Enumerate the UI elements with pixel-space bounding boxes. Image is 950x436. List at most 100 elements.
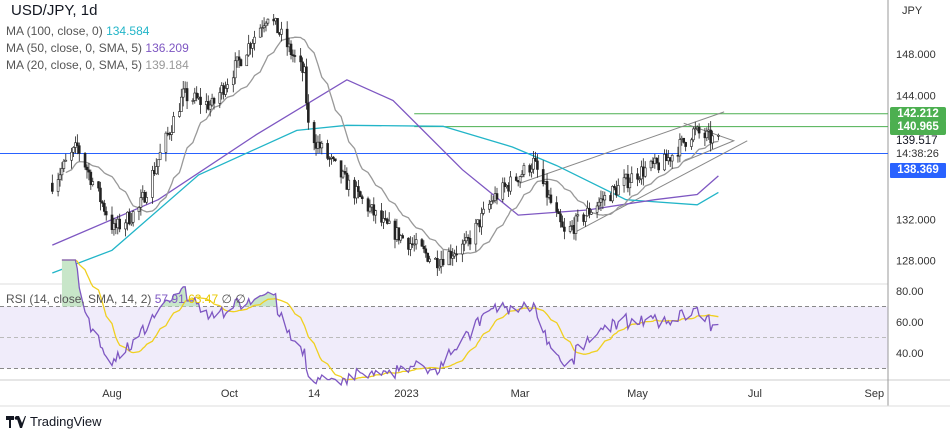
candle [451,255,455,259]
candle [139,197,143,208]
candle [693,128,697,130]
ma20-value: 139.184 [145,58,189,72]
candle [131,211,135,223]
level-tag-142: 142.212 [890,107,946,122]
legend-ma50: MA (50, close, 0, SMA, 5) 136.209 [6,41,189,55]
candle [145,197,148,203]
candle [129,221,133,225]
candle [58,174,62,180]
candle [682,137,686,143]
candle [191,100,195,102]
candle [441,259,445,266]
channel-lower-line [575,140,748,233]
candle [299,55,302,63]
price-tick: 148.000 [896,49,936,61]
candle [636,173,639,180]
candle [412,243,416,246]
ma100-line [52,124,719,274]
candle [422,245,426,250]
candle [247,43,250,56]
candle [293,55,297,57]
candle [401,235,404,239]
candle [611,186,614,202]
candle [72,147,75,153]
candle [137,207,141,212]
candle [437,265,441,269]
candle [341,171,345,178]
candle [574,215,578,234]
candle [360,196,364,199]
candle [613,186,616,189]
price-tick: 144.000 [896,90,936,102]
symbol-title: USD/JPY, 1d [11,2,98,19]
candle [630,173,634,183]
time-tick: 2023 [394,388,418,400]
candle [104,211,108,216]
candle [320,143,324,149]
candle [185,88,189,102]
ma50-label: MA (50, close, 0, SMA, 5) [6,41,143,55]
candle [541,169,545,185]
candle [77,145,81,154]
candle [199,96,202,105]
countdown-label: 14:38:26 [896,148,939,160]
candle [85,166,89,171]
candle [678,139,682,157]
candle [357,186,360,192]
candle [474,222,478,245]
time-tick: Oct [221,388,238,400]
candle [692,128,695,141]
candle [368,206,372,212]
candle [455,253,458,256]
candle [657,162,661,171]
candle [622,177,626,186]
candle [266,18,270,24]
candle [212,97,216,104]
candle [489,201,493,205]
candle [170,132,173,135]
rsi-label: RSI (14, close, SMA, 14, 2) [6,292,152,306]
candle [518,176,522,183]
candle [597,201,601,207]
candle [280,28,283,35]
candle [251,43,254,49]
currency-label: JPY [902,5,923,17]
ma100-value: 134.584 [106,24,150,38]
ma20-line [65,36,719,255]
candle [380,210,383,223]
candle [522,165,526,175]
legend-ma20: MA (20, close, 0, SMA, 5) 139.184 [6,58,189,72]
candle [595,205,599,213]
candle [83,153,87,168]
ma20-label: MA (20, close, 0, SMA, 5) [6,58,143,72]
candle [397,227,401,241]
candle [568,226,572,232]
candle [491,200,495,202]
candle [343,171,347,174]
tradingview-logo[interactable]: TradingView [6,414,102,429]
candle [231,77,235,85]
candle [208,104,212,110]
candle [420,239,424,247]
candle [705,130,709,139]
candle [501,182,505,200]
candle [233,60,237,79]
candle [180,96,183,112]
candle [509,176,512,192]
candle [101,201,104,204]
candle [503,182,507,187]
ma50-value: 136.209 [145,41,189,55]
candle [649,160,653,169]
candle [387,220,391,224]
rsi-tick: 40.00 [896,348,924,360]
candle [289,43,293,56]
candle [76,142,79,146]
candle [528,165,532,173]
candle [328,158,331,160]
candle [332,156,335,160]
candle [339,160,343,178]
candle [158,152,162,161]
brand-name: TradingView [30,414,102,429]
